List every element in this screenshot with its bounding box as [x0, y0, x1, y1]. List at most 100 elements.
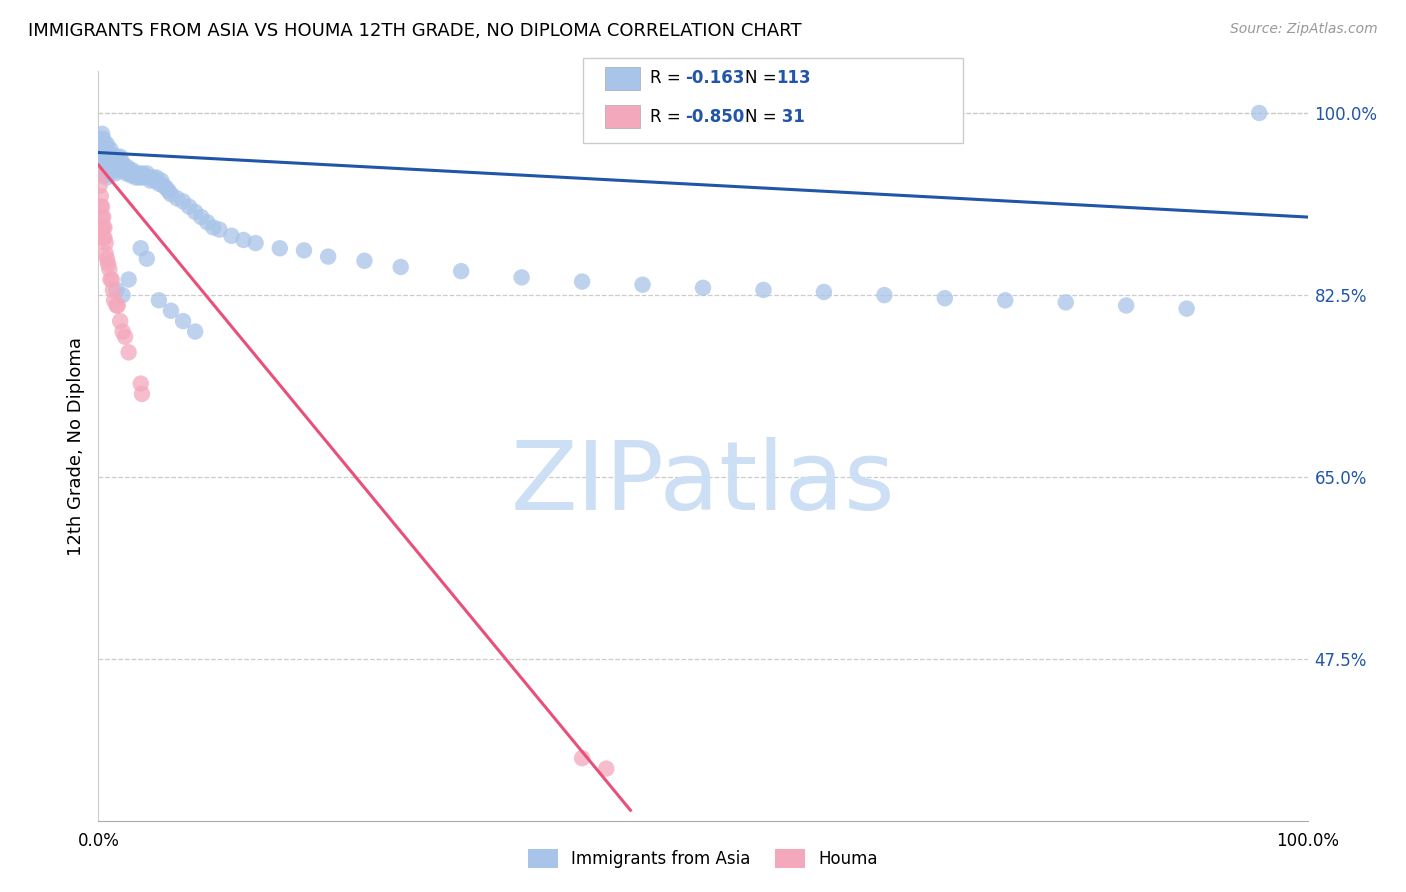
Point — [89, 169, 111, 183]
Point — [184, 205, 207, 219]
Point — [160, 303, 183, 318]
Point — [91, 143, 114, 157]
Point — [100, 143, 122, 157]
Point — [160, 187, 183, 202]
Point — [105, 160, 128, 174]
Point — [93, 169, 115, 183]
Point — [157, 184, 180, 198]
Point — [96, 170, 118, 185]
Y-axis label: 12th Grade, No Diploma: 12th Grade, No Diploma — [66, 336, 84, 556]
Point — [571, 275, 593, 289]
Point — [121, 163, 143, 178]
Point — [97, 145, 120, 160]
Point — [103, 293, 125, 308]
Point — [96, 252, 118, 266]
Point — [101, 150, 124, 164]
Point — [1054, 295, 1077, 310]
Text: ZIPatlas: ZIPatlas — [510, 437, 896, 530]
Point — [107, 163, 129, 178]
Text: -0.850: -0.850 — [685, 108, 744, 126]
Point — [100, 147, 122, 161]
Point — [172, 194, 194, 209]
Point — [111, 288, 134, 302]
Point — [105, 283, 128, 297]
Point — [104, 156, 127, 170]
Point — [100, 153, 122, 167]
Point — [124, 169, 146, 183]
Point — [120, 169, 142, 183]
Point — [292, 244, 315, 258]
Point — [118, 166, 141, 180]
Point — [94, 153, 117, 167]
Text: N =: N = — [745, 108, 782, 126]
Point — [125, 170, 148, 185]
Point — [179, 200, 201, 214]
Point — [111, 325, 134, 339]
Point — [245, 236, 267, 251]
Point — [571, 751, 593, 765]
Point — [108, 158, 131, 172]
Point — [232, 233, 254, 247]
Point — [90, 137, 112, 152]
Point — [93, 231, 115, 245]
Point — [135, 252, 157, 266]
Point — [994, 293, 1017, 308]
Point — [100, 158, 122, 172]
Text: IMMIGRANTS FROM ASIA VS HOUMA 12TH GRADE, NO DIPLOMA CORRELATION CHART: IMMIGRANTS FROM ASIA VS HOUMA 12TH GRADE… — [28, 22, 801, 40]
Point — [91, 147, 114, 161]
Point — [105, 150, 128, 164]
Point — [91, 220, 114, 235]
Point — [1115, 299, 1137, 313]
Point — [138, 170, 160, 185]
Point — [91, 200, 114, 214]
Point — [91, 127, 114, 141]
Point — [108, 314, 131, 328]
Point — [316, 250, 339, 264]
Point — [118, 163, 141, 178]
Point — [129, 241, 152, 255]
Point — [122, 166, 145, 180]
Point — [100, 272, 122, 286]
Point — [692, 281, 714, 295]
Legend: Immigrants from Asia, Houma: Immigrants from Asia, Houma — [522, 842, 884, 875]
Point — [98, 262, 121, 277]
Point — [631, 277, 654, 292]
Point — [269, 241, 291, 255]
Point — [91, 153, 114, 167]
Point — [131, 166, 153, 180]
Point — [89, 178, 111, 193]
Point — [873, 288, 896, 302]
Point — [155, 181, 177, 195]
Point — [127, 166, 149, 180]
Point — [595, 762, 617, 776]
Point — [101, 283, 124, 297]
Point — [91, 132, 114, 146]
Text: 31: 31 — [776, 108, 806, 126]
Point — [94, 246, 117, 260]
Point — [94, 163, 117, 178]
Point — [139, 174, 162, 188]
Point — [112, 160, 135, 174]
Point — [105, 299, 128, 313]
Point — [145, 170, 167, 185]
Point — [353, 253, 375, 268]
Point — [208, 222, 231, 236]
Point — [90, 189, 112, 203]
Point — [510, 270, 533, 285]
Point — [110, 163, 132, 178]
Point — [93, 147, 115, 161]
Point — [94, 143, 117, 157]
Point — [118, 345, 141, 359]
Point — [97, 166, 120, 180]
Text: R =: R = — [650, 108, 686, 126]
Point — [129, 169, 152, 183]
Point — [93, 158, 115, 172]
Point — [93, 220, 115, 235]
Point — [134, 169, 156, 183]
Point — [172, 314, 194, 328]
Point — [1249, 106, 1271, 120]
Point — [104, 166, 127, 180]
Point — [190, 210, 212, 224]
Point — [195, 215, 218, 229]
Point — [129, 376, 152, 391]
